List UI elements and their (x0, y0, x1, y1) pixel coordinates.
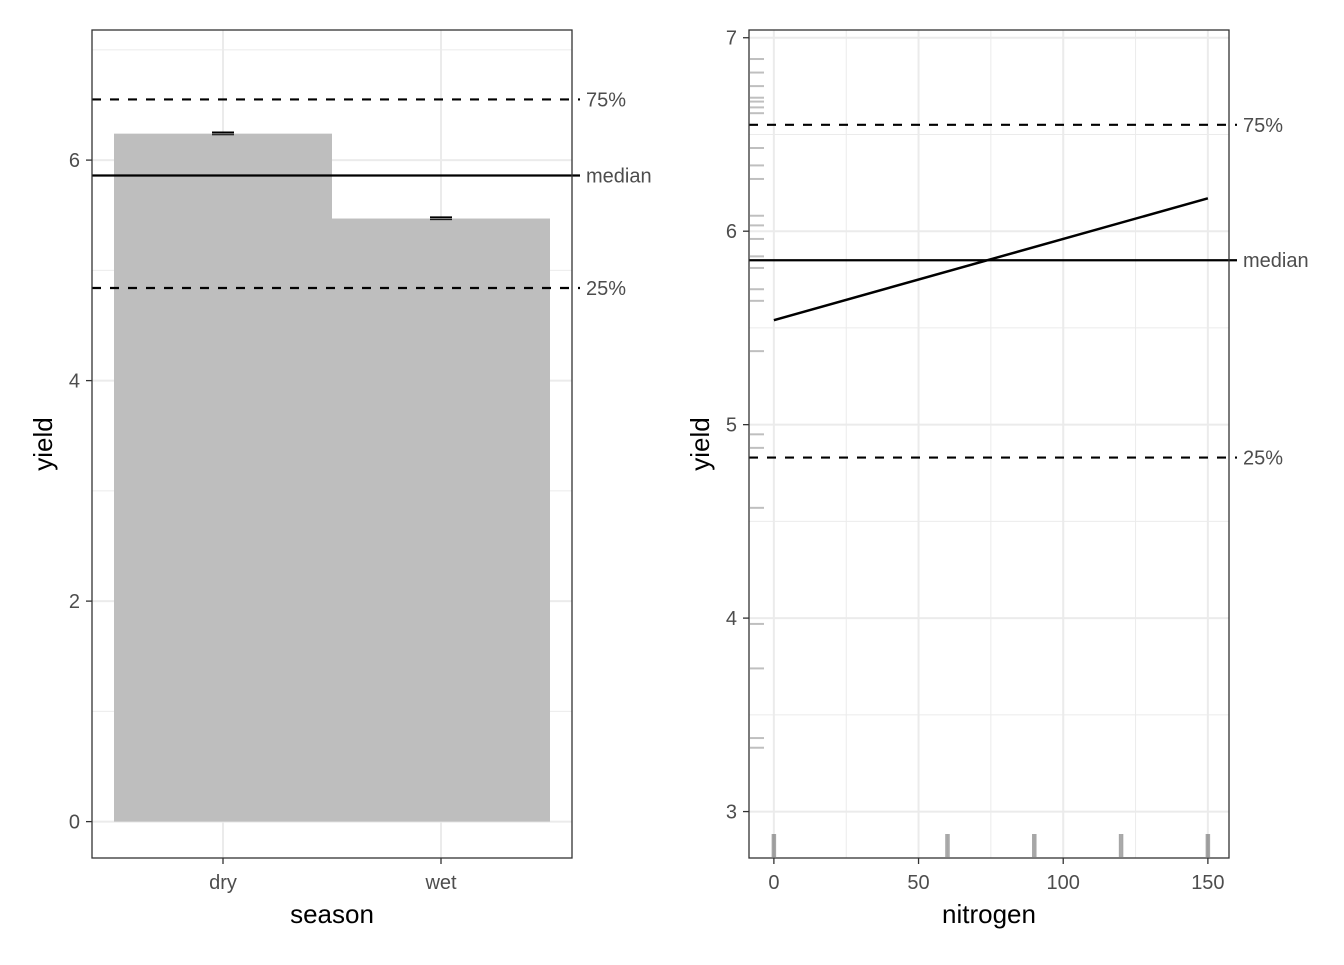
panel-border (748, 29, 1230, 859)
y-tick-label: 4 (69, 371, 80, 393)
reference-label: 25% (1243, 448, 1283, 470)
y-tick-label: 6 (726, 221, 737, 243)
x-axis-title: season (290, 899, 374, 929)
x-tick-label: wet (424, 872, 457, 894)
x-tick-label: 50 (907, 872, 929, 894)
x-tick-label: 0 (768, 872, 779, 894)
panel-season: 75% median 25% 0 2 4 6 dry wet season yield (28, 29, 652, 929)
reference-label: 25% (586, 278, 626, 300)
y-tick-label: 5 (726, 415, 737, 437)
bar-dry (114, 133, 332, 822)
x-tick-label: 150 (1191, 872, 1224, 894)
y-tick-label: 6 (69, 150, 80, 172)
y-tick-label: 0 (69, 812, 80, 834)
panel-border (91, 29, 573, 859)
y-axis-title: yield (685, 417, 715, 470)
y-tick-label: 4 (726, 608, 737, 630)
x-tick-label: 100 (1047, 872, 1080, 894)
x-tick-label: dry (209, 872, 237, 894)
reference-label: median (1243, 250, 1309, 272)
y-tick-label: 7 (726, 28, 737, 50)
reference-label: 75% (586, 89, 626, 111)
x-axis-title: nitrogen (942, 899, 1036, 929)
y-tick-label: 3 (726, 802, 737, 824)
reference-label: 75% (1243, 115, 1283, 137)
panel-nitrogen: 75% median 25% 3 4 5 6 7 0 50 100 150 nitrogen yield (685, 28, 1309, 929)
trend-line (773, 197, 1209, 322)
bar-wet (332, 218, 550, 822)
y-tick-label: 2 (69, 591, 80, 613)
reference-label: median (586, 166, 652, 188)
y-axis-title: yield (28, 417, 58, 470)
